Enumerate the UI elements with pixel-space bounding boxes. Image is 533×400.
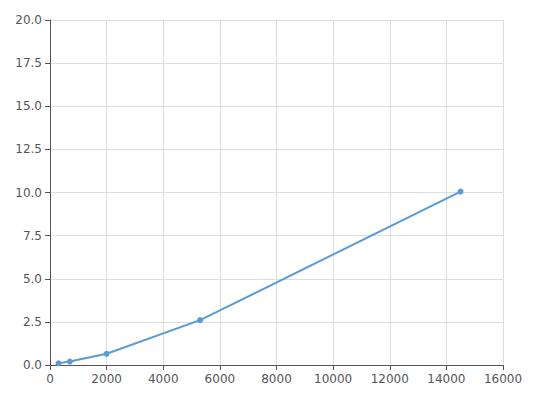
svg-text:12000: 12000 <box>371 372 409 386</box>
svg-text:10.0: 10.0 <box>15 186 42 200</box>
svg-text:0.0: 0.0 <box>23 358 42 372</box>
svg-text:10000: 10000 <box>314 372 352 386</box>
svg-text:0: 0 <box>46 372 54 386</box>
svg-text:20.0: 20.0 <box>15 13 42 27</box>
svg-text:2.5: 2.5 <box>23 315 42 329</box>
svg-text:14000: 14000 <box>427 372 465 386</box>
svg-text:6000: 6000 <box>205 372 236 386</box>
svg-text:12.5: 12.5 <box>15 142 42 156</box>
svg-text:15.0: 15.0 <box>15 99 42 113</box>
svg-text:5.0: 5.0 <box>23 272 42 286</box>
svg-text:4000: 4000 <box>148 372 179 386</box>
svg-text:17.5: 17.5 <box>15 56 42 70</box>
svg-text:7.5: 7.5 <box>23 229 42 243</box>
svg-text:2000: 2000 <box>91 372 122 386</box>
svg-text:16000: 16000 <box>484 372 522 386</box>
svg-text:8000: 8000 <box>261 372 292 386</box>
